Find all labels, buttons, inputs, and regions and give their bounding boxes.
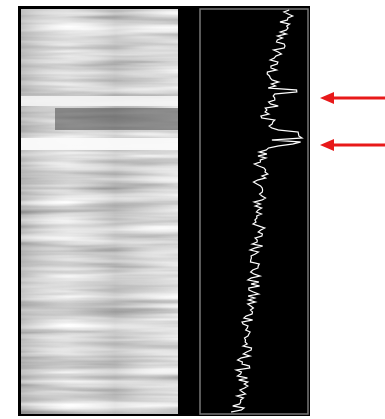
bright-band [21, 96, 178, 106]
arrow [320, 92, 385, 104]
dark-band [55, 108, 178, 130]
trace-panel [199, 8, 309, 415]
trace-line [230, 9, 304, 413]
arrow [320, 139, 385, 151]
bright-band [21, 138, 178, 150]
texture-shade [21, 9, 178, 414]
